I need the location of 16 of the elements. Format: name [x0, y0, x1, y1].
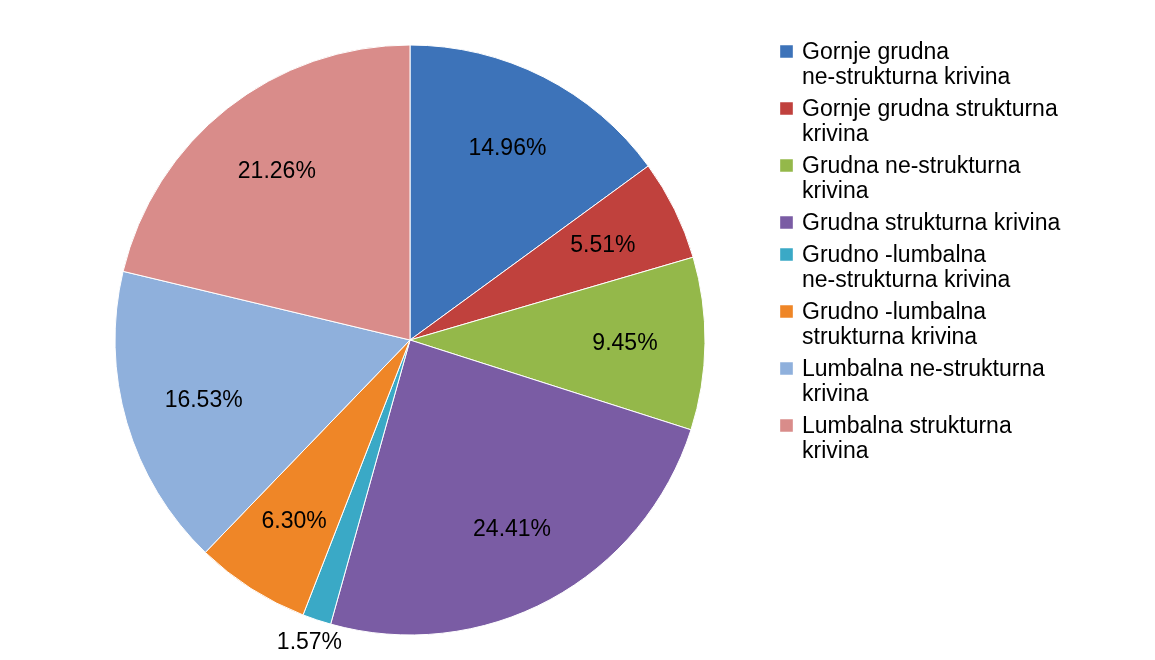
data-label: 14.96% — [468, 134, 547, 161]
legend-label: Gornje grudna strukturna krivina — [802, 94, 1058, 146]
legend-label: Grudno -lumbalna ne-strukturna krivina — [802, 240, 1011, 292]
legend-label: Lumbalna ne-strukturna krivina — [802, 354, 1046, 406]
data-label: 16.53% — [164, 386, 243, 413]
legend-label: Gornje grudna ne-strukturna krivina — [802, 37, 1011, 89]
legend-label: Lumbalna strukturna krivina — [802, 411, 1012, 463]
data-label: 5.51% — [570, 231, 636, 258]
legend-label: Grudna strukturna krivina — [802, 208, 1061, 235]
legend-label: Grudno -lumbalna strukturna krivina — [802, 297, 987, 349]
data-label: 1.57% — [276, 627, 343, 654]
data-label: 6.30% — [261, 507, 327, 534]
data-label: 24.41% — [473, 515, 552, 542]
data-label: 9.45% — [592, 328, 658, 355]
data-label: 21.26% — [237, 157, 316, 184]
legend-label: Grudna ne-strukturna krivina — [802, 151, 1021, 203]
